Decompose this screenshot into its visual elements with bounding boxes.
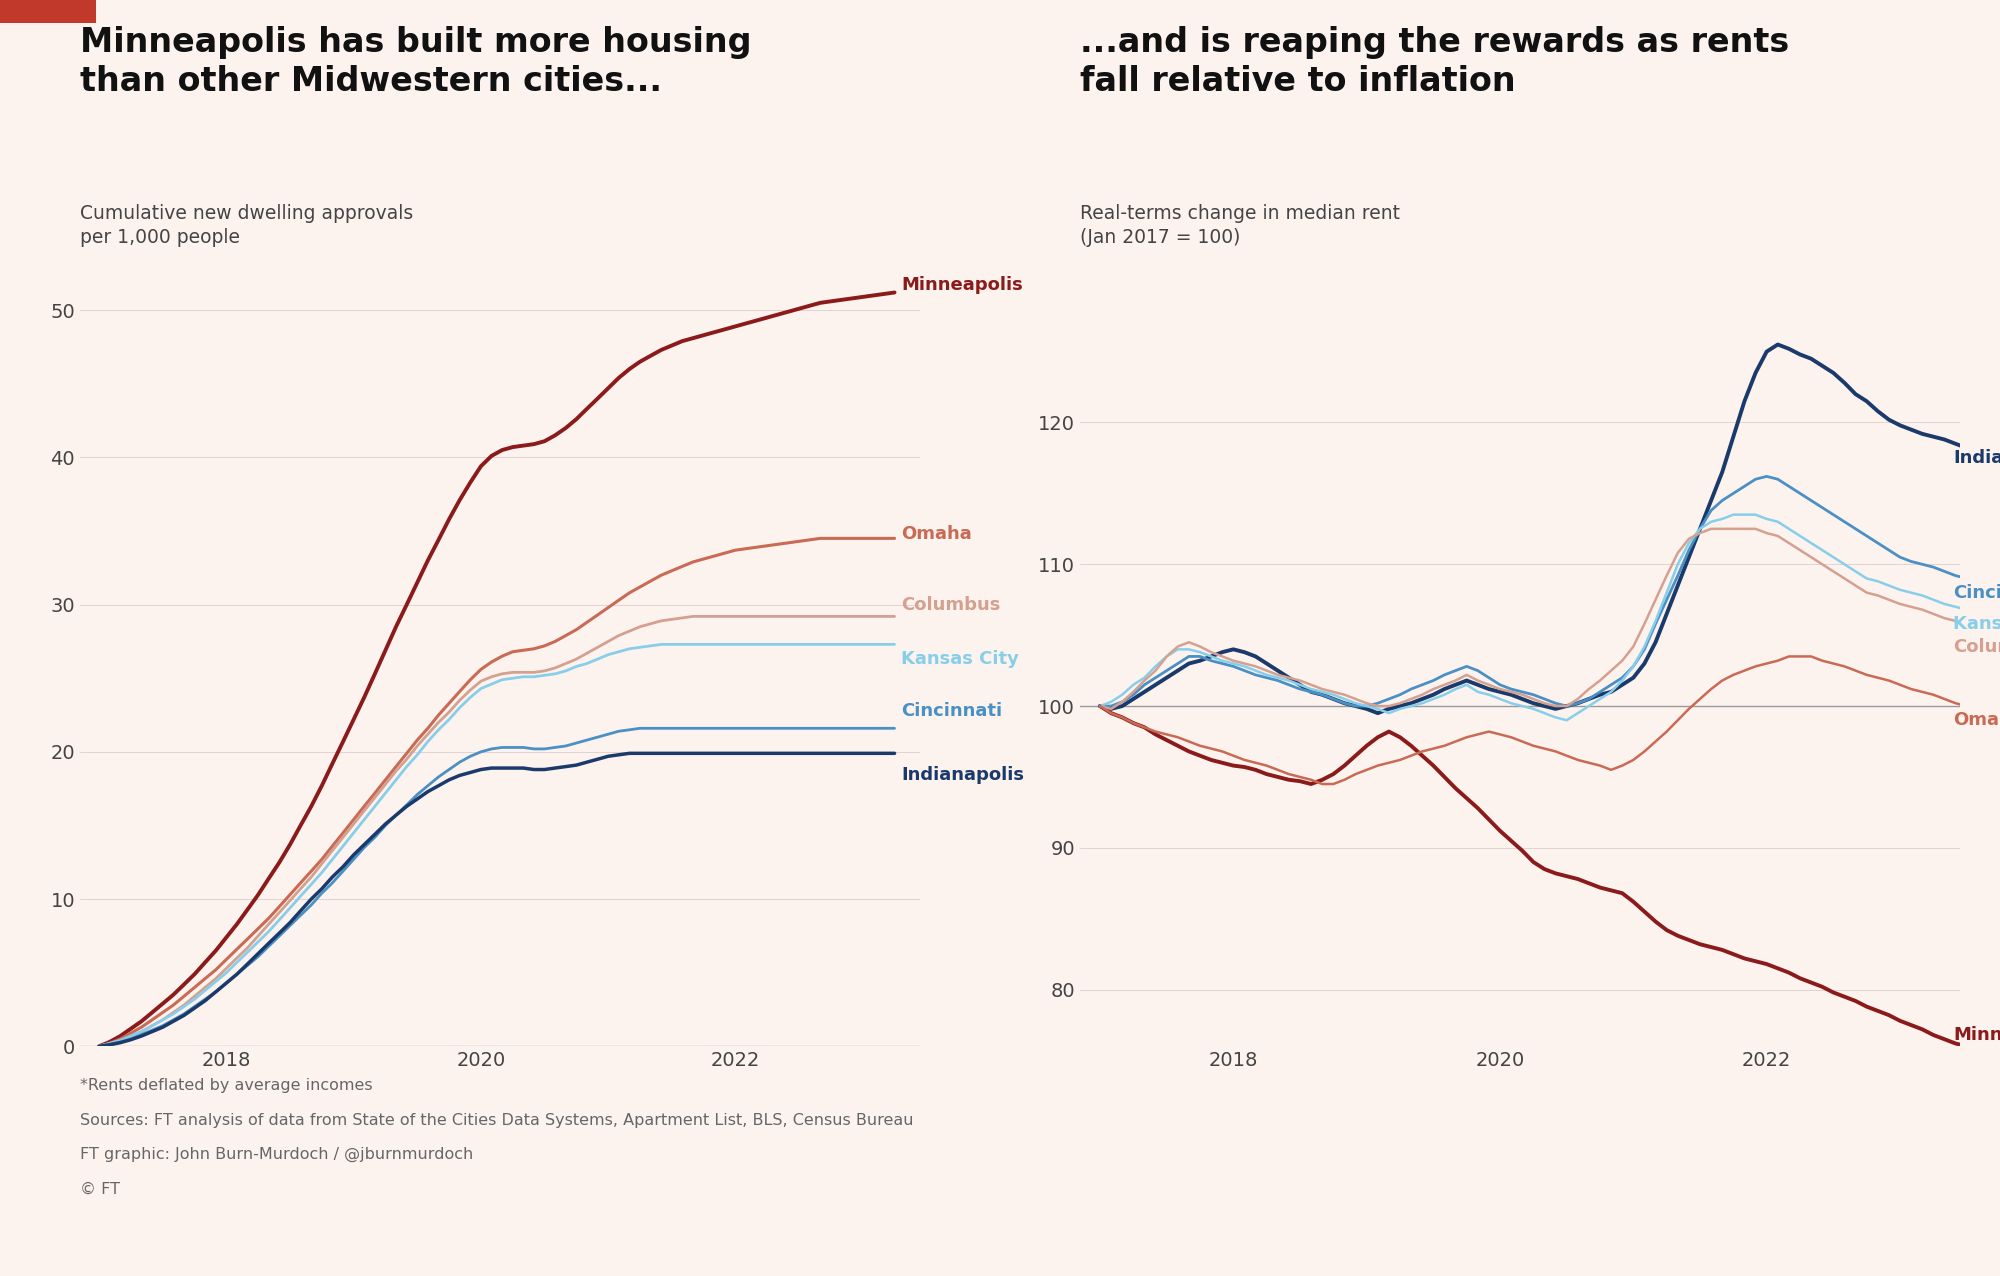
Text: Kansas City: Kansas City — [900, 649, 1018, 669]
Text: Indianapolis: Indianapolis — [1954, 449, 2000, 467]
Text: Real-terms change in median rent
(Jan 2017 = 100): Real-terms change in median rent (Jan 20… — [1080, 204, 1400, 248]
Text: Sources: FT analysis of data from State of the Cities Data Systems, Apartment Li: Sources: FT analysis of data from State … — [80, 1113, 914, 1128]
Text: Minneapolis: Minneapolis — [1954, 1026, 2000, 1044]
Text: Cincinnati: Cincinnati — [900, 702, 1002, 720]
Text: FT graphic: John Burn-Murdoch / @jburnmurdoch: FT graphic: John Burn-Murdoch / @jburnmu… — [80, 1147, 474, 1162]
Text: Cincinnati: Cincinnati — [1954, 583, 2000, 601]
Text: Minneapolis: Minneapolis — [900, 276, 1022, 295]
Text: *Rents deflated by average incomes: *Rents deflated by average incomes — [80, 1078, 372, 1094]
Text: Columbus: Columbus — [1954, 638, 2000, 656]
Text: ...and is reaping the rewards as rents
fall relative to inflation: ...and is reaping the rewards as rents f… — [1080, 26, 1790, 98]
Text: Kansas City: Kansas City — [1954, 615, 2000, 633]
Text: Omaha: Omaha — [900, 524, 972, 544]
Text: © FT: © FT — [80, 1182, 120, 1197]
Text: Cumulative new dwelling approvals
per 1,000 people: Cumulative new dwelling approvals per 1,… — [80, 204, 414, 248]
Text: Columbus: Columbus — [900, 596, 1000, 614]
Text: Omaha: Omaha — [1954, 711, 2000, 729]
Text: Indianapolis: Indianapolis — [900, 767, 1024, 785]
Text: Minneapolis has built more housing
than other Midwestern cities...: Minneapolis has built more housing than … — [80, 26, 752, 98]
